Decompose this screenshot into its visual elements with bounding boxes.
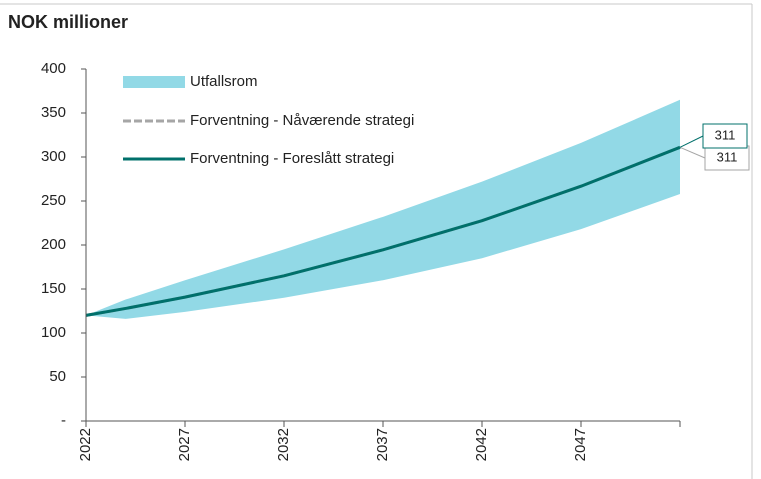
y-tick-label: - xyxy=(61,412,66,429)
data-label: 311 xyxy=(717,149,738,164)
y-tick-label: 150 xyxy=(41,280,66,297)
y-tick-label: 200 xyxy=(41,236,66,253)
x-tick-label: 2047 xyxy=(572,428,589,461)
legend-label: Utfallsrom xyxy=(190,73,258,90)
label-box xyxy=(704,145,750,171)
y-tick-label: 50 xyxy=(49,368,66,385)
y-tick-label: 300 xyxy=(41,148,66,165)
legend-label: Forventning - Nåværende strategi xyxy=(190,112,414,129)
label-leader xyxy=(679,135,704,148)
label-leader xyxy=(679,146,706,159)
chart-title: NOK millioner xyxy=(8,12,128,32)
x-tick-label: 2042 xyxy=(473,428,490,461)
y-tick-label: 400 xyxy=(41,60,66,77)
data-label: 311 xyxy=(715,127,736,142)
y-tick-label: 350 xyxy=(41,104,66,121)
line xyxy=(85,145,681,317)
label-box xyxy=(702,123,748,149)
legend-swatch xyxy=(123,76,185,88)
x-tick-label: 2037 xyxy=(374,428,391,461)
band xyxy=(86,99,680,319)
x-tick-label: 2027 xyxy=(176,428,193,461)
y-tick-label: 250 xyxy=(41,192,66,209)
y-tick-label: 100 xyxy=(41,324,66,341)
x-tick-label: 2032 xyxy=(275,428,292,461)
legend-label: Forventning - Foreslått strategi xyxy=(190,150,394,167)
x-tick-label: 2022 xyxy=(77,428,94,461)
